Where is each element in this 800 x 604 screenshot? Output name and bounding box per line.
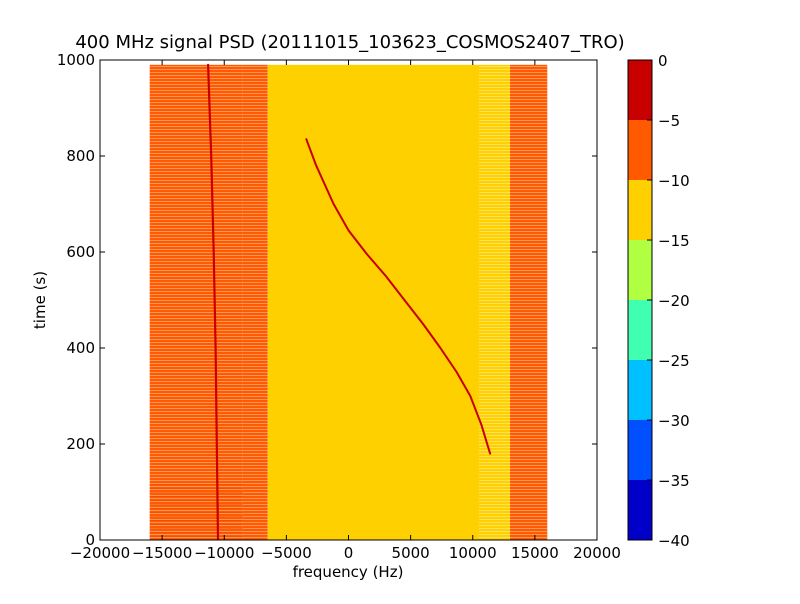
colorbar-segment (628, 480, 652, 540)
colorbar-segment (628, 360, 652, 420)
y-axis-label: time (s) (31, 271, 49, 329)
y-tick-label: 800 (66, 147, 95, 165)
x-tick-label: 20000 (573, 544, 621, 562)
colorbar: −40 −35 −30 −25 −20 −15 −10 −5 0 (627, 52, 690, 550)
y-tick-label: 400 (66, 339, 95, 357)
signal-trace-2 (305, 138, 492, 455)
y-tick-label: 600 (66, 243, 95, 261)
colorbar-tick-label: −30 (658, 412, 690, 430)
x-axis-label: frequency (Hz) (293, 563, 404, 581)
y-tick-label: 200 (66, 435, 95, 453)
colorbar-segment (628, 120, 652, 180)
colorbar-segment (628, 240, 652, 300)
x-tick-label: 5000 (392, 544, 430, 562)
x-tick-label: −10000 (194, 544, 254, 562)
colorbar-tick-label: −20 (658, 292, 690, 310)
chart-title: 400 MHz signal PSD (20111015_103623_COSM… (75, 32, 624, 53)
x-tick-label: −5000 (261, 544, 312, 562)
y-tick-label: 0 (85, 531, 95, 549)
psd-texture (149, 482, 243, 540)
colorbar-segment (628, 420, 652, 480)
colorbar-segment (628, 60, 652, 120)
y-tick-label: 1000 (57, 51, 95, 69)
psd-texture (510, 64, 548, 540)
colorbar-segment (628, 180, 652, 240)
x-tick-label: 0 (344, 544, 354, 562)
x-axis: −20000 −15000 −10000 −5000 0 5000 10000 15000 20… (70, 60, 621, 562)
colorbar-tick-label: −10 (658, 172, 690, 190)
psd-texture (478, 64, 511, 540)
plot-area (149, 63, 548, 540)
x-tick-label: −15000 (132, 544, 192, 562)
signal-trace-1 (207, 63, 220, 540)
x-tick-label: 10000 (449, 544, 497, 562)
colorbar-tick-label: −5 (658, 112, 680, 130)
colorbar-segment (628, 300, 652, 360)
x-tick-label: 15000 (511, 544, 559, 562)
colorbar-tick-label: −40 (658, 532, 690, 550)
psd-texture (242, 64, 268, 540)
colorbar-tick-label: −25 (658, 352, 690, 370)
colorbar-tick-label: −15 (658, 232, 690, 250)
colorbar-tick-label: −35 (658, 472, 690, 490)
psd-region-noise-floor (267, 64, 479, 540)
psd-texture (149, 64, 243, 540)
y-axis: 0 200 400 600 800 1000 (57, 51, 597, 549)
x-tick-label: −20000 (70, 544, 130, 562)
colorbar-tick-label: 0 (658, 52, 668, 70)
